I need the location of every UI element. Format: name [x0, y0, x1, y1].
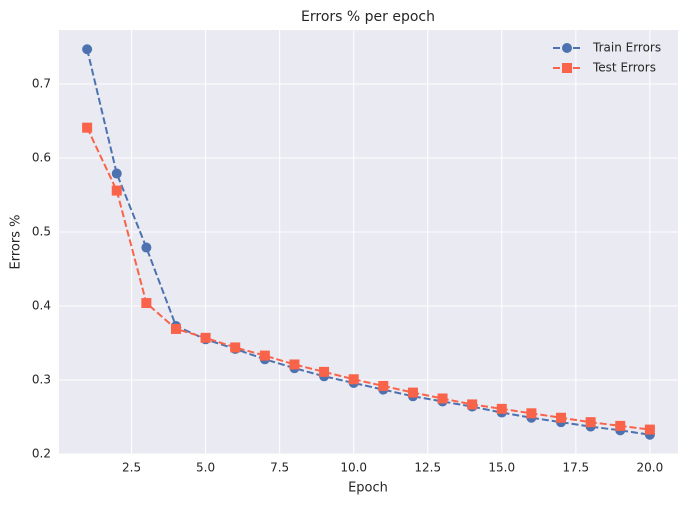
data-point [526, 408, 537, 419]
y-tick-label: 0.5 [32, 225, 51, 239]
data-point [170, 323, 181, 334]
chart-title: Errors % per epoch [301, 9, 435, 25]
x-axis-label: Epoch [348, 481, 388, 496]
data-point [319, 366, 330, 377]
data-point [467, 399, 478, 410]
legend-marker [562, 63, 572, 73]
y-tick-label: 0.2 [32, 447, 51, 461]
x-tick-label: 17.5 [562, 461, 589, 475]
plot-area [59, 30, 678, 454]
data-point [615, 420, 626, 431]
y-tick-label: 0.7 [32, 77, 51, 91]
y-tick-label: 0.6 [32, 151, 51, 165]
data-point [407, 387, 418, 398]
data-point [437, 393, 448, 404]
y-tick-label: 0.3 [32, 373, 51, 387]
data-point [496, 403, 507, 414]
data-point [200, 332, 211, 343]
data-point [259, 350, 270, 361]
data-point [141, 242, 152, 253]
data-point [378, 380, 389, 391]
data-point [348, 374, 359, 385]
x-tick-label: 20.0 [637, 461, 664, 475]
legend-marker [562, 43, 572, 53]
data-point [644, 424, 655, 435]
x-tick-label: 15.0 [488, 461, 515, 475]
x-tick-label: 7.5 [270, 461, 289, 475]
x-tick-label: 5.0 [196, 461, 215, 475]
data-point [230, 342, 241, 353]
data-point [82, 44, 93, 55]
y-axis-label: Errors % [9, 215, 24, 270]
y-tick-label: 0.4 [32, 299, 51, 313]
x-tick-label: 2.5 [122, 461, 141, 475]
data-point [82, 122, 93, 133]
data-point [111, 185, 122, 196]
data-point [141, 298, 152, 309]
legend-label: Train Errors [592, 41, 661, 55]
data-point [289, 359, 300, 370]
x-tick-label: 10.0 [340, 461, 367, 475]
data-point [556, 412, 567, 423]
data-point [111, 168, 122, 179]
data-point [585, 417, 596, 428]
legend-label: Test Errors [592, 61, 656, 75]
x-tick-label: 12.5 [414, 461, 441, 475]
